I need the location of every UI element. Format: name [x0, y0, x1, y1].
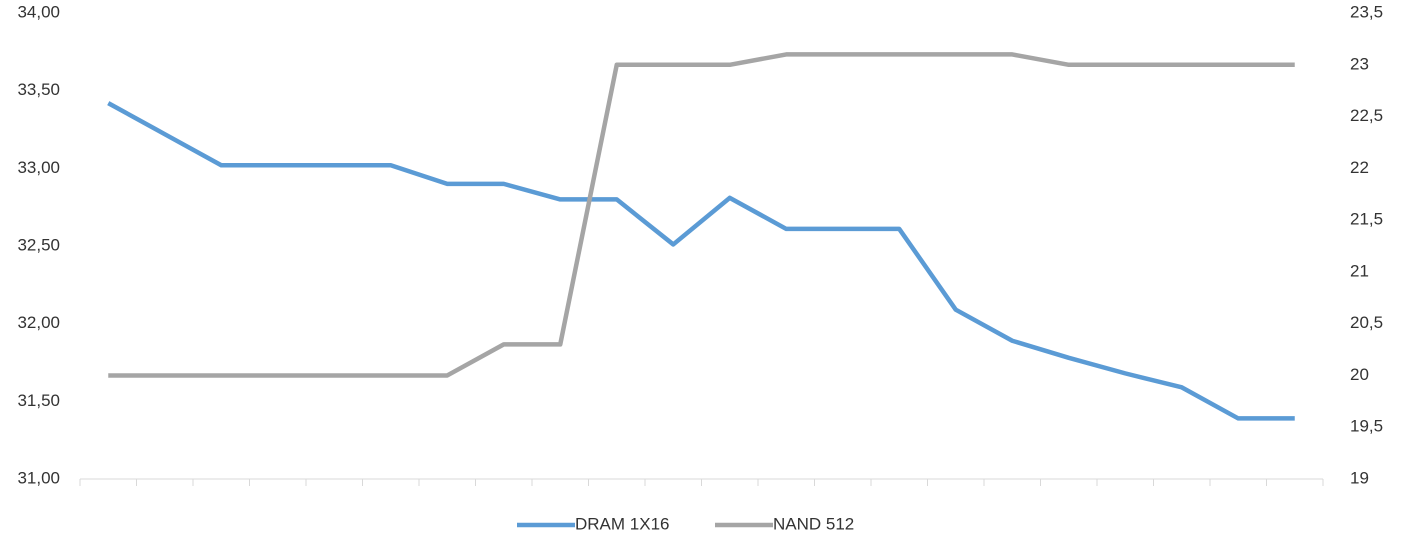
y-tick-label: 33,50	[17, 80, 60, 99]
legend-label: NAND 512	[773, 514, 854, 533]
line	[108, 52, 1295, 378]
y2-tick-label: 19	[1350, 468, 1369, 487]
y2-tick-label: 22,5	[1350, 106, 1383, 125]
y2-tick-label: 23	[1350, 54, 1369, 73]
line	[107, 101, 1295, 421]
y2-tick-label: 23,5	[1350, 2, 1383, 21]
legend-label: DRAM 1X16	[575, 514, 669, 533]
y2-tick-label: 22	[1350, 158, 1369, 177]
y2-tick-label: 21,5	[1350, 210, 1383, 229]
y-tick-label: 32,00	[17, 313, 60, 332]
y2-tick-label: 19,5	[1350, 417, 1383, 436]
y-tick-label: 33,00	[17, 158, 60, 177]
y-tick-label: 31,00	[17, 468, 60, 487]
y2-tick-label: 21	[1350, 261, 1369, 280]
y2-tick-label: 20,5	[1350, 313, 1383, 332]
y-tick-label: 31,50	[17, 391, 60, 410]
y-tick-label: 32,50	[17, 235, 60, 254]
y2-tick-label: 20	[1350, 365, 1369, 384]
y-tick-label: 34,00	[17, 2, 60, 21]
